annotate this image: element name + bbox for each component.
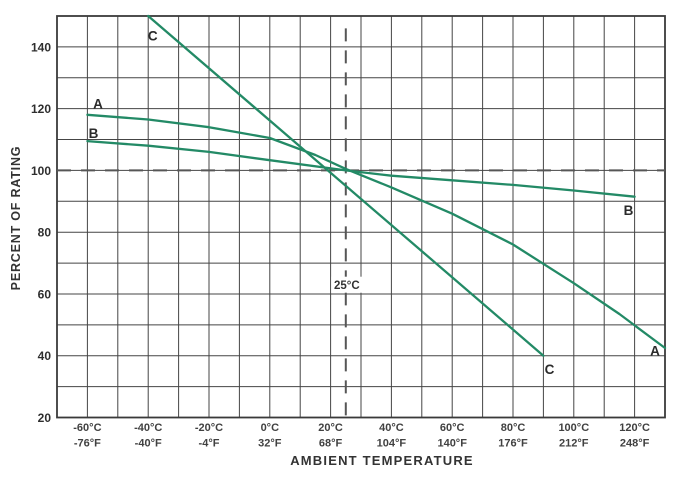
y-tick-label: 120 xyxy=(31,102,51,116)
curve-B xyxy=(86,139,636,198)
x-tick-label-celsius: 100°C xyxy=(558,422,589,434)
y-axis-title: PERCENT OF RATING xyxy=(9,146,23,291)
x-tick-label-celsius: 120°C xyxy=(619,422,650,434)
x-tick-label-fahrenheit: 140°F xyxy=(437,438,467,450)
vertical-reference-label: 25°C xyxy=(334,280,360,292)
curve-label-A: A xyxy=(93,97,103,112)
x-tick-label-fahrenheit: 212°F xyxy=(559,438,589,450)
x-tick-label-celsius: 60°C xyxy=(440,422,465,434)
curve-label-C: C xyxy=(545,362,555,377)
y-tick-label: 20 xyxy=(38,411,52,425)
x-tick-label-fahrenheit: 32°F xyxy=(258,438,282,450)
series-curves-layer xyxy=(86,14,667,357)
x-tick-label-celsius: 40°C xyxy=(379,422,404,434)
curve-label-B: B xyxy=(89,126,99,141)
y-tick-label: 60 xyxy=(38,287,52,301)
x-tick-label-fahrenheit: 176°F xyxy=(498,438,528,450)
x-tick-label-fahrenheit: 68°F xyxy=(319,438,343,450)
grid-layer xyxy=(56,15,666,419)
reference-lines-layer xyxy=(57,28,665,418)
x-tick-label-celsius: 0°C xyxy=(261,422,280,434)
x-tick-label-celsius: -40°C xyxy=(134,422,162,434)
y-tick-label: 40 xyxy=(38,349,52,363)
x-tick-label-fahrenheit: 104°F xyxy=(377,438,407,450)
curve-C xyxy=(147,14,545,357)
axis-ticks-layer: 20 40 60 80 100 120 140 -60°C -76°F -40°C -40°F -20… xyxy=(31,40,650,449)
x-tick-label-fahrenheit: 248°F xyxy=(620,438,650,450)
curve-label-B: B xyxy=(624,203,634,218)
x-tick-label-celsius: 80°C xyxy=(501,422,526,434)
x-tick-label-celsius: 20°C xyxy=(318,422,343,434)
y-tick-label: 140 xyxy=(31,40,51,54)
y-tick-label: 80 xyxy=(38,226,52,240)
curve-label-C: C xyxy=(148,29,158,44)
curve-label-A: A xyxy=(650,344,660,359)
plot-border xyxy=(56,15,666,419)
curve-A xyxy=(86,113,667,350)
x-tick-label-celsius: -20°C xyxy=(195,422,223,434)
x-tick-label-fahrenheit: -4°F xyxy=(199,438,220,450)
x-axis-title: AMBIENT TEMPERATURE xyxy=(290,453,474,468)
x-tick-label-celsius: -60°C xyxy=(73,422,101,434)
x-tick-label-fahrenheit: -76°F xyxy=(74,438,101,450)
x-tick-label-fahrenheit: -40°F xyxy=(135,438,162,450)
vertical-reference-label-backing xyxy=(331,276,363,293)
y-tick-label: 100 xyxy=(31,164,51,178)
